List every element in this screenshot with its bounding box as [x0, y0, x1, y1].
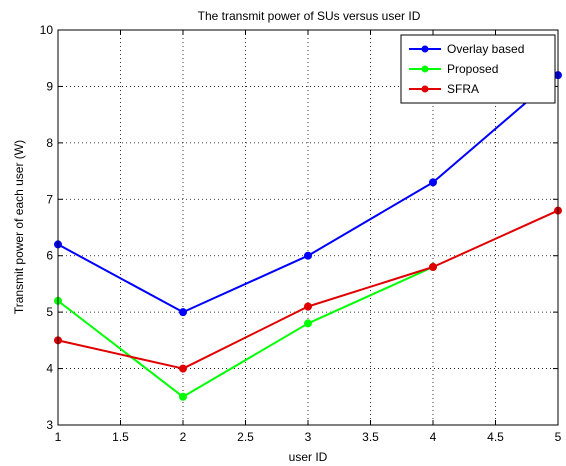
y-tick-label: 5	[46, 305, 53, 319]
y-tick-label: 7	[46, 192, 53, 206]
data-point-overlay-based	[179, 308, 187, 317]
data-point-overlay-based	[429, 178, 437, 187]
x-tick-label: 5	[555, 430, 562, 444]
x-tick-label: 1.5	[112, 430, 129, 444]
legend-label-proposed: Proposed	[447, 62, 498, 76]
x-tick-label: 1	[55, 430, 62, 444]
x-axis-label: user ID	[289, 450, 328, 464]
legend-marker-overlay-based	[421, 45, 429, 53]
y-tick-label: 8	[46, 136, 53, 150]
x-tick-label: 2.5	[237, 430, 254, 444]
data-point-sfra	[429, 263, 437, 271]
data-point-sfra	[304, 302, 312, 311]
legend-marker-sfra	[421, 85, 429, 93]
x-tick-label: 2	[180, 430, 187, 444]
y-tick-label: 6	[46, 249, 53, 263]
y-tick-label: 3	[46, 418, 53, 432]
y-axis-label: Transmit power of each user (W)	[12, 140, 26, 314]
x-tick-label: 4.5	[487, 430, 504, 444]
data-point-overlay-based	[304, 251, 312, 260]
y-tick-label: 9	[46, 79, 53, 93]
legend: Overlay based Proposed SFRA	[400, 34, 556, 104]
series-line-proposed	[57, 266, 434, 398]
chart-title: The transmit power of SUs versus user ID	[198, 9, 421, 23]
x-tick-label: 3.5	[362, 430, 379, 444]
legend-label-sfra: SFRA	[447, 82, 479, 96]
series-proposed	[54, 263, 437, 401]
data-point-sfra	[179, 364, 187, 373]
data-point-proposed	[179, 392, 187, 401]
data-point-proposed	[304, 319, 312, 328]
legend-label-overlay-based: Overlay based	[447, 42, 524, 56]
axis-ticks: 1 1.5 2 2.5 3 3.5 4 4.5 5 3 4 5 6 7 8 9 10	[40, 23, 562, 444]
legend-marker-proposed	[421, 65, 429, 73]
y-tick-label: 10	[40, 23, 54, 37]
x-tick-label: 4	[430, 430, 437, 444]
x-tick-label: 3	[305, 430, 312, 444]
y-tick-label: 4	[46, 362, 53, 376]
